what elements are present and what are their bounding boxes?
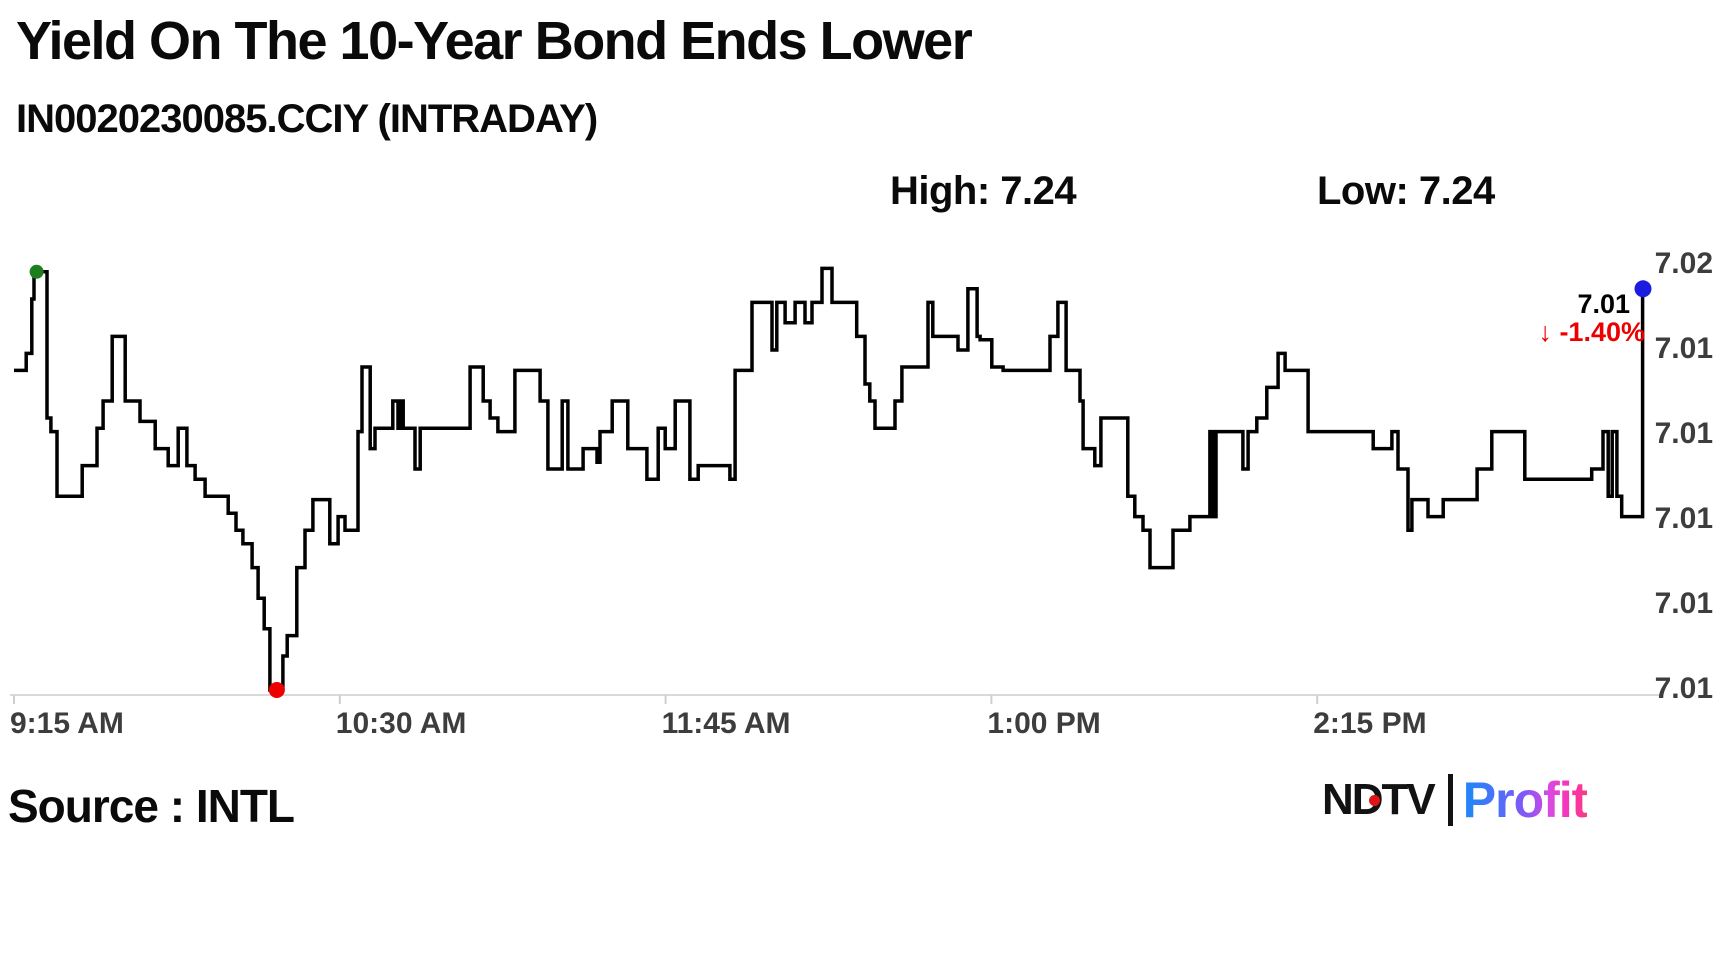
ndtv-red-dot-icon — [1369, 795, 1380, 806]
ndtv-profit-logo: NDTV Profit — [1322, 770, 1589, 830]
logo-separator-bar — [1447, 774, 1453, 826]
session-close-dot — [1634, 280, 1652, 298]
change-percent-label: ↓ -1.40% — [1538, 317, 1645, 347]
y-tick-label: 7.01 — [1654, 417, 1713, 450]
y-tick-label: 7.01 — [1654, 672, 1713, 705]
session-open-dot — [29, 264, 44, 279]
page-title: Yield On The 10-Year Bond Ends Lower — [16, 11, 973, 71]
profit-wordmark: Profit — [1462, 772, 1589, 828]
session-low-dot — [268, 682, 285, 698]
x-tick-label: 9:15 AM — [10, 707, 124, 740]
y-tick-label: 7.01 — [1654, 332, 1713, 365]
y-tick-label: 7.01 — [1654, 502, 1713, 535]
x-tick-label: 10:30 AM — [335, 707, 467, 740]
x-tick-label: 2:15 PM — [1313, 707, 1427, 740]
source-credit: Source : INTL — [8, 780, 295, 832]
high-stat: High: 7.24 — [890, 169, 1077, 213]
last-price-label: 7.01 — [1577, 289, 1630, 319]
instrument-subtitle: IN0020230085.CCIY (INTRADAY) — [16, 97, 598, 141]
x-tick-label: 11:45 AM — [661, 707, 791, 740]
low-stat: Low: 7.24 — [1317, 169, 1495, 213]
yield-step-line — [14, 266, 1645, 692]
y-tick-label: 7.01 — [1654, 587, 1713, 620]
x-tick-label: 1:00 PM — [987, 707, 1101, 740]
y-tick-label: 7.02 — [1654, 247, 1713, 280]
